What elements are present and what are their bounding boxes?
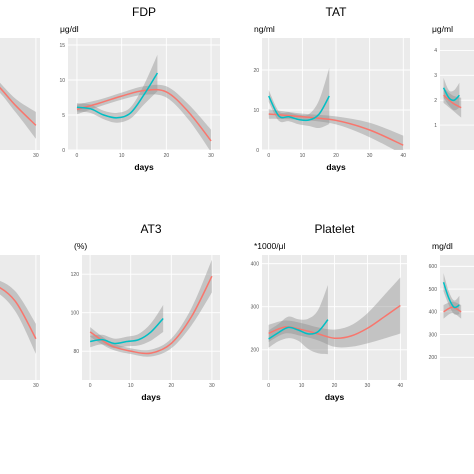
x-tick-label: 20 [333,153,339,159]
confidence-band [0,280,36,354]
y-tick-label: 600 [429,264,438,270]
chart-panel: 30 [0,38,40,159]
y-unit-label: mg/dl [432,241,453,251]
x-tick-label: 40 [400,153,406,159]
confidence-band [443,77,460,111]
y-tick-label: 1 [434,123,437,129]
y-tick-label: 120 [71,272,80,278]
x-tick-label: 0 [267,153,270,159]
panel-title: FDP [132,5,156,19]
x-tick-label: 20 [169,383,175,389]
y-tick-label: 3 [434,73,437,79]
x-tick-label: 10 [300,153,306,159]
x-tick-label: 10 [128,383,134,389]
y-tick-label: 400 [429,310,438,316]
panel-title: TAT [326,5,348,19]
panel-title: Platelet [314,222,355,236]
confidence-band [90,305,164,349]
y-tick-label: 300 [251,305,260,311]
plot-background [0,255,40,380]
panel-title: AT3 [140,222,161,236]
series-line [0,86,37,126]
x-axis-label: days [141,392,161,402]
x-tick-label: 10 [299,383,305,389]
series-line [268,319,329,340]
y-tick-label: 10 [253,108,259,114]
confidence-band [268,285,328,355]
y-tick-label: 80 [73,349,79,355]
x-axis-label: days [325,392,345,402]
confidence-band [443,273,460,315]
chart-panel: 0 5 10 15 0 10 20 30 FDP μg/dl days [59,5,220,172]
x-tick-label: 10 [119,153,125,159]
plot-background [440,38,474,150]
x-tick-label: 0 [89,383,92,389]
series-line [76,72,159,119]
y-tick-label: 300 [429,332,438,338]
y-tick-label: 15 [59,43,65,49]
x-tick-label: 20 [332,383,338,389]
chart-panel: 0 10 20 0 10 20 30 40 TAT ng/ml days [253,5,410,172]
x-tick-label: 30 [208,153,214,159]
x-tick-label: 0 [76,153,79,159]
series-line [268,113,404,146]
chart-panel: 200 300 400 500 600 mg/dl [429,241,474,380]
chart-panel: 200 300 400 0 10 20 30 40 Platelet *1000/μl days [251,222,407,402]
x-tick-label: 20 [164,153,170,159]
y-tick-label: 5 [62,113,65,119]
y-tick-label: 2 [434,98,437,104]
y-unit-label: (%) [74,241,87,251]
x-tick-label: 0 [267,383,270,389]
y-tick-label: 0 [256,148,259,154]
x-tick-label: 30 [33,383,39,389]
confidence-band [443,301,462,319]
y-tick-label: 20 [253,68,259,74]
series-line [89,317,164,345]
y-unit-label: ng/ml [254,24,275,34]
y-tick-label: 100 [71,310,80,316]
series-line [76,88,212,142]
y-tick-label: 0 [62,148,65,154]
plot-background [0,38,40,150]
confidence-band [268,68,330,129]
confidence-band [0,82,36,139]
y-unit-label: μg/dl [60,24,79,34]
x-tick-label: 30 [209,383,215,389]
y-unit-label: μg/ml [432,24,453,34]
y-tick-label: 10 [59,78,65,84]
x-tick-label: 30 [367,153,373,159]
x-tick-label: 30 [33,153,39,159]
series-line [268,95,330,122]
y-tick-label: 500 [429,287,438,293]
series-line [442,282,460,309]
chart-panel: 30 [0,255,40,389]
x-axis-label: days [134,162,154,172]
y-unit-label: *1000/μl [254,241,285,251]
y-tick-label: 200 [429,355,438,361]
chart-panel: 80 100 120 0 10 20 30 AT3 (%) days [71,222,220,402]
x-tick-label: 30 [365,383,371,389]
chart-panel: 1 2 3 4 μg/ml [432,24,474,150]
y-tick-label: 4 [434,48,437,54]
series-line [442,87,460,102]
x-tick-label: 40 [398,383,404,389]
plot-background [440,255,474,380]
series-line [443,306,462,313]
x-axis-label: days [326,162,346,172]
series-line [89,275,213,355]
y-tick-label: 200 [251,348,260,354]
y-tick-label: 400 [251,261,260,267]
series-line [0,286,37,340]
plot-background [82,255,220,380]
series-line [443,94,462,109]
